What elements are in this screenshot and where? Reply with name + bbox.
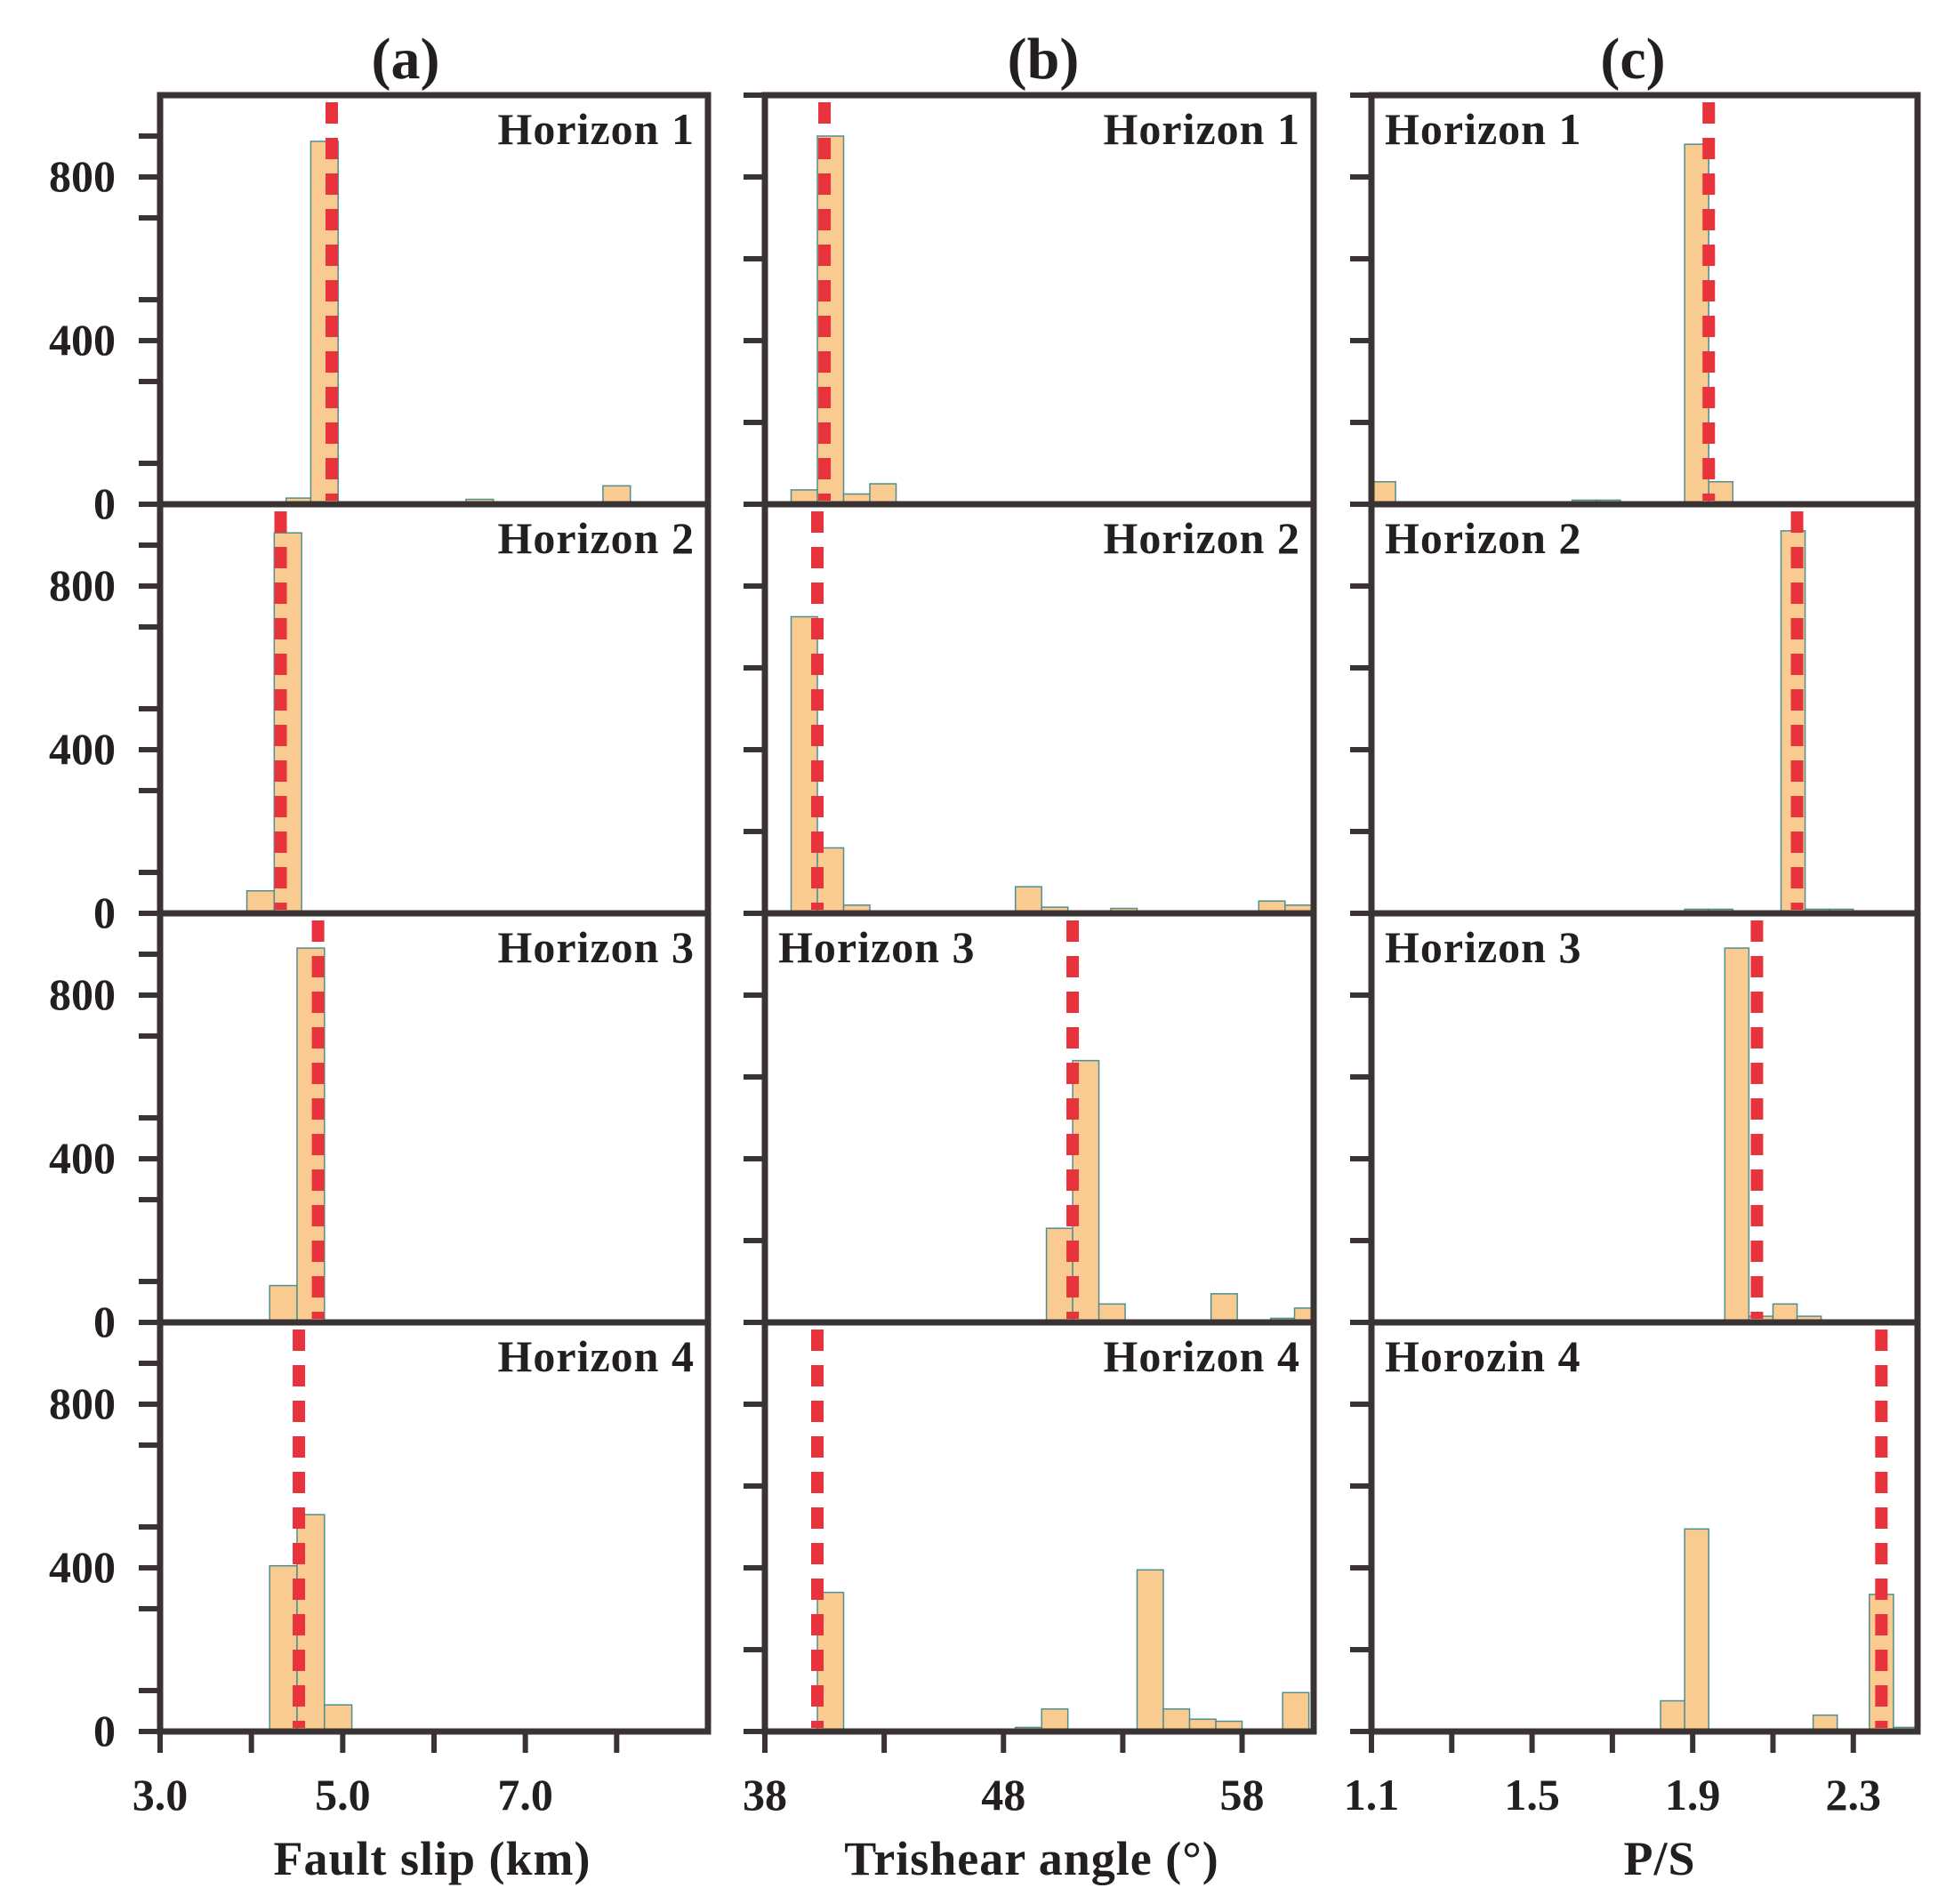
panel-label: Horizon 2 [1385, 513, 1581, 563]
x-tick-label: 3.0 [133, 1770, 189, 1820]
panel-1-1: 0 400 800 Horizon 1 [49, 92, 712, 528]
y-tick-label: 800 [49, 151, 116, 201]
histogram-bar [269, 1564, 298, 1732]
panel-label: Horizon 4 [1104, 1331, 1300, 1381]
y-tick-label: 0 [93, 1706, 116, 1755]
panel-label: Horozin 4 [1385, 1331, 1581, 1381]
histogram-bar [1371, 480, 1396, 505]
x-tick-label: 1.1 [1344, 1770, 1400, 1820]
y-tick-label: 800 [49, 560, 116, 610]
chart-column-2: (b) Horizon 1 Horizon 2 Horizon 3 Horizon 4 3… [743, 27, 1317, 1885]
panel-label: Horizon 1 [1104, 104, 1300, 154]
panel-frame [1368, 1319, 1921, 1735]
panel-2-3: Horizon 3 [744, 910, 1317, 1326]
histogram-bar [245, 889, 276, 914]
panel-label: Horizon 4 [498, 1331, 695, 1381]
panel-frame [761, 1319, 1317, 1735]
y-tick-label: 400 [49, 1133, 116, 1183]
histogram-bar [1724, 947, 1750, 1323]
panel-2-4: Horizon 4 [744, 1319, 1317, 1735]
y-tick-label: 0 [93, 478, 116, 528]
histogram-bar [1210, 1293, 1238, 1323]
y-tick-label: 400 [49, 1542, 116, 1592]
x-tick-label: 7.0 [497, 1770, 553, 1820]
x-tick-label: 58 [1220, 1770, 1265, 1820]
histogram-bar [1660, 1699, 1685, 1732]
histogram-bar [324, 1704, 353, 1732]
panel-label: Horizon 1 [498, 104, 695, 154]
histogram-bar [1014, 886, 1042, 914]
histogram-bar [1136, 1569, 1164, 1732]
y-tick-label: 800 [49, 1378, 116, 1428]
panel-frame [761, 910, 1317, 1326]
panel-2-1: Horizon 1 [744, 92, 1317, 508]
y-tick-label: 0 [93, 888, 116, 937]
y-tick-label: 800 [49, 969, 116, 1019]
panel-frame [1368, 910, 1921, 1326]
panel-label: Horizon 1 [1385, 104, 1581, 154]
x-tick-label: 1.9 [1665, 1770, 1721, 1820]
chart-column-3: (c) Horizon 1 Horizon 2 Horizon 3 Horozin 4 1… [1344, 27, 1921, 1885]
x-tick-label: 38 [743, 1770, 787, 1820]
panel-frame [157, 501, 712, 917]
x-tick-label: 1.5 [1504, 1770, 1560, 1820]
histogram-bar [269, 1284, 298, 1323]
panel-3-3: Horizon 3 [1350, 910, 1921, 1326]
chart-column-1: (a) 0 400 800 Horizon 1 0 400 800 Horizon 2 0 400 8… [49, 27, 712, 1885]
panel-frame [761, 92, 1317, 508]
x-axis-label: P/S [1623, 1832, 1695, 1885]
panel-frame [1368, 92, 1921, 508]
panel-frame [761, 501, 1317, 917]
x-tick-label: 2.3 [1826, 1770, 1882, 1820]
panel-1-4: 0 400 800 Horizon 4 [49, 1319, 712, 1755]
panel-label: Horizon 3 [1385, 922, 1581, 972]
y-tick-label: 400 [49, 315, 116, 365]
panel-1-2: 0 400 800 Horizon 2 [49, 501, 712, 937]
x-tick-label: 48 [981, 1770, 1025, 1820]
histogram-bar [1041, 1707, 1069, 1732]
panel-label: Horizon 3 [498, 922, 695, 972]
chart-title: (c) [1600, 27, 1665, 92]
panel-label: Horizon 3 [778, 922, 975, 972]
histogram-bar [1162, 1707, 1191, 1732]
y-tick-label: 0 [93, 1297, 116, 1346]
panel-3-4: Horozin 4 [1350, 1319, 1921, 1735]
histogram-bar [1708, 480, 1734, 505]
panel-2-2: Horizon 2 [744, 501, 1317, 917]
x-axis-label: Trishear angle (°) [844, 1832, 1219, 1885]
panel-label: Horizon 2 [1104, 513, 1300, 563]
histogram-bar [1282, 1691, 1310, 1732]
panel-3-2: Horizon 2 [1350, 501, 1921, 917]
panel-frame [1368, 501, 1921, 917]
x-tick-label: 5.0 [315, 1770, 371, 1820]
panel-frame [157, 1319, 712, 1735]
chart-title: (b) [1008, 27, 1080, 92]
chart-title: (a) [372, 27, 440, 92]
x-axis-label: Fault slip (km) [273, 1832, 591, 1885]
histogram-bar [1684, 1528, 1709, 1732]
panel-frame [157, 910, 712, 1326]
panel-label: Horizon 2 [498, 513, 695, 563]
panel-3-1: Horizon 1 [1350, 92, 1921, 508]
panel-frame [157, 92, 712, 508]
y-tick-label: 400 [49, 724, 116, 774]
panel-1-3: 0 400 800 Horizon 3 [49, 910, 712, 1346]
